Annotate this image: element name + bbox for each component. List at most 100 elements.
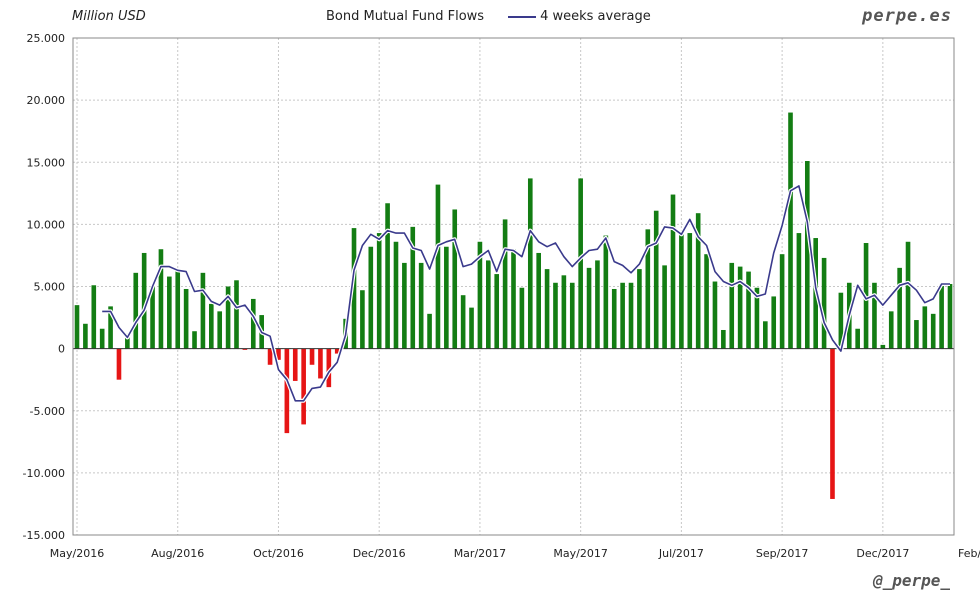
legend-average-label: 4 weeks average	[540, 9, 651, 24]
flow-bar	[796, 233, 802, 349]
flow-bar	[410, 226, 416, 349]
x-tick-label: Dec/2017	[856, 547, 909, 560]
average-line-series	[102, 185, 950, 402]
flow-bar	[200, 272, 206, 349]
flow-bar	[595, 260, 600, 349]
flow-bar	[653, 210, 659, 349]
flow-bar	[897, 267, 902, 349]
x-tick-label: May/2017	[553, 547, 607, 560]
flow-bar	[662, 265, 667, 349]
flow-bar	[821, 257, 827, 349]
flow-bar	[125, 333, 130, 349]
flow-bar	[183, 288, 189, 349]
flow-bar	[544, 269, 550, 349]
y-tick-label: 20.000	[27, 94, 66, 107]
flow-bar	[452, 209, 458, 349]
flow-bar	[234, 280, 239, 349]
flow-bar	[444, 246, 449, 349]
flow-bar	[586, 267, 592, 349]
flow-bar	[351, 228, 357, 349]
flow-bar	[175, 270, 181, 349]
flow-bar	[502, 219, 508, 349]
flow-bar	[158, 249, 164, 349]
y-tick-label: 15.000	[27, 156, 66, 169]
flow-bar	[628, 282, 634, 349]
y-axis: -15.000 -10.000 -5.000 0 5.000 10.000 15.000 20…	[23, 32, 65, 542]
x-tick-label: May/2016	[50, 547, 104, 560]
flow-bar	[880, 344, 886, 349]
flow-bar	[737, 266, 743, 349]
flow-bar	[469, 307, 474, 349]
flow-bar	[729, 262, 735, 349]
flow-bar	[250, 298, 256, 349]
flow-bar	[427, 313, 432, 349]
x-tick-label: Dec/2016	[353, 547, 406, 560]
flow-bar	[620, 282, 625, 349]
flow-bar	[712, 281, 718, 349]
flow-bar	[460, 295, 466, 349]
flow-bar	[930, 313, 936, 349]
flow-bar	[242, 348, 248, 350]
flow-bar	[141, 252, 147, 349]
flow-bar	[360, 290, 365, 349]
x-axis: May/2016 Aug/2016 Oct/2016 Dec/2016 Mar/2017…	[50, 547, 980, 560]
flow-bar	[888, 311, 894, 349]
flow-bar	[754, 287, 760, 349]
average-line	[102, 183, 950, 403]
y-tick-label: -10.000	[23, 467, 65, 480]
flow-bar	[922, 306, 928, 349]
flow-bar	[637, 269, 642, 349]
flow-bar	[301, 348, 306, 425]
flow-bar	[108, 306, 113, 349]
flow-bar	[376, 233, 382, 349]
y-tick-label: -5.000	[30, 405, 65, 418]
flow-bar	[368, 246, 374, 349]
flow-bar	[763, 321, 768, 349]
flow-bar	[721, 329, 726, 349]
flow-bar	[486, 260, 491, 349]
flow-bar	[83, 323, 88, 349]
x-tick-label: Jul/2017	[658, 547, 704, 560]
flow-bar	[393, 241, 399, 349]
x-tick-label: Oct/2016	[253, 547, 304, 560]
flow-bar	[872, 282, 877, 349]
flow-bar	[217, 311, 223, 349]
y-tick-label: 0	[58, 343, 65, 356]
y-tick-label: 25.000	[27, 32, 66, 45]
flow-bar	[746, 271, 751, 349]
flow-bar	[192, 331, 197, 349]
flow-bar	[477, 241, 483, 349]
flow-bar	[91, 285, 97, 349]
flow-bar	[99, 328, 105, 349]
flow-bar	[116, 348, 122, 380]
flow-bar	[309, 348, 315, 365]
flow-bar	[519, 287, 525, 349]
flow-bar	[687, 233, 693, 349]
x-tick-label: Feb/2018	[958, 547, 980, 560]
flow-bar	[838, 292, 844, 349]
flow-bar	[611, 288, 617, 349]
y-tick-label: 10.000	[27, 218, 66, 231]
plot-frame	[72, 37, 955, 536]
flow-bar	[771, 296, 777, 349]
flow-bar	[804, 161, 810, 349]
flow-bar	[779, 254, 785, 349]
flow-bar	[494, 274, 500, 349]
x-tick-label: Aug/2016	[151, 547, 204, 560]
flow-bar	[788, 112, 793, 349]
grid-lines	[73, 37, 954, 536]
flow-bar	[167, 276, 172, 349]
flow-bar	[402, 262, 407, 349]
flow-bar	[150, 286, 155, 349]
flow-bar	[679, 234, 684, 349]
flow-bar	[318, 348, 323, 379]
flow-bar	[578, 178, 583, 349]
flow-bar	[830, 348, 835, 499]
handle-watermark: @_perpe_	[872, 571, 950, 590]
flow-bar	[947, 284, 953, 349]
flow-bar	[385, 203, 390, 349]
flow-bar	[334, 348, 340, 354]
flow-bars	[74, 112, 953, 499]
flow-bar	[561, 275, 567, 349]
flow-bar	[553, 282, 558, 349]
